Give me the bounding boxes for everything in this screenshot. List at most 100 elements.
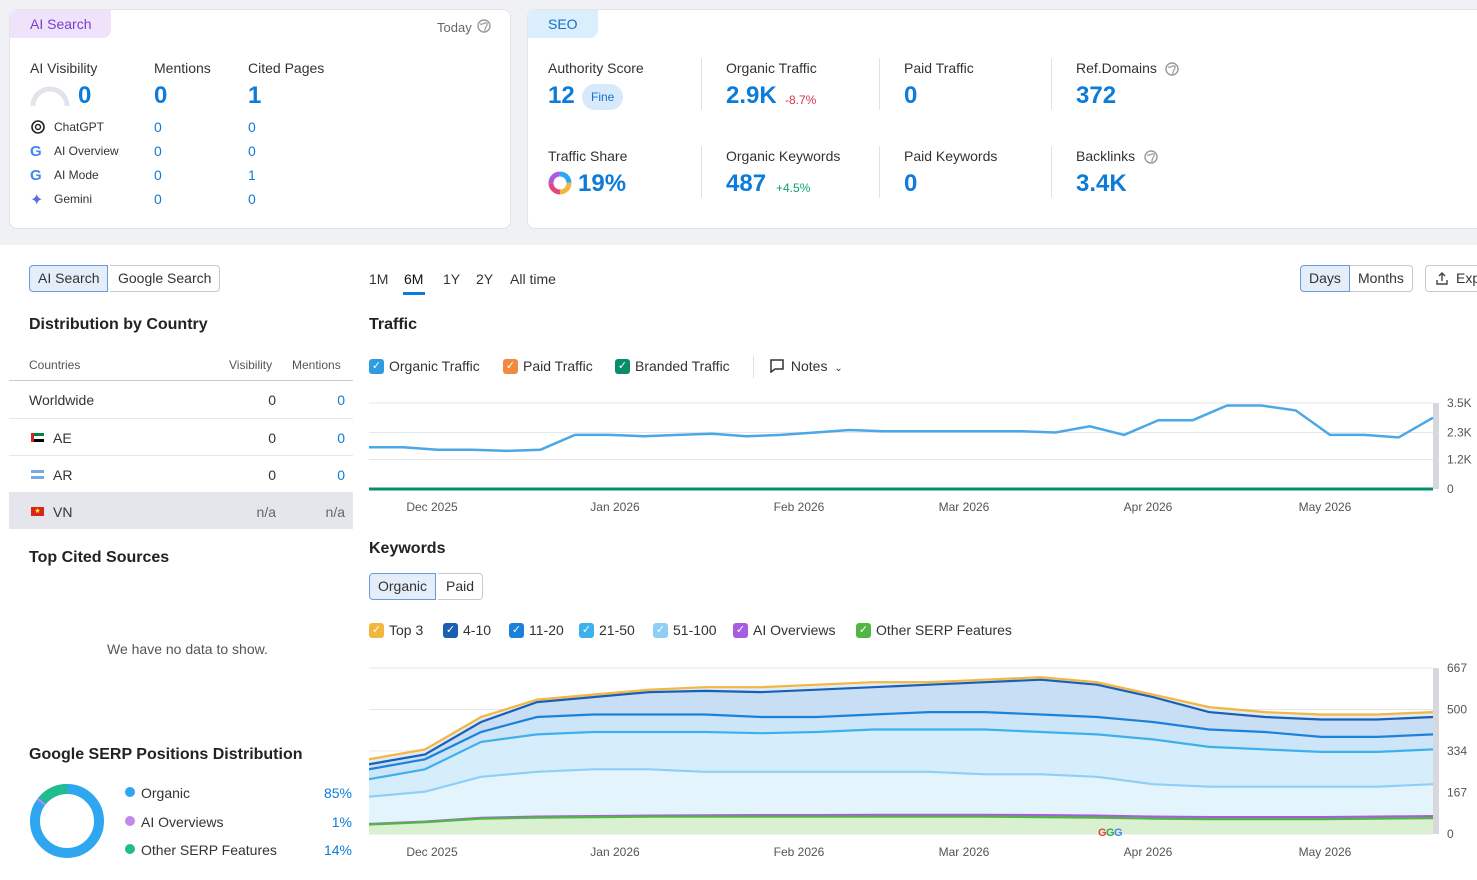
country-name: VN	[53, 504, 73, 520]
traffic-share-donut-icon	[548, 171, 572, 195]
ai-search-toggle[interactable]: AI Search	[29, 265, 109, 292]
legend-label: 4-10	[463, 622, 492, 638]
globe-icon	[1144, 150, 1158, 164]
legend-label: Top 3	[389, 622, 424, 638]
organic-keywords-value[interactable]: 487	[726, 170, 767, 197]
authority-score-value[interactable]: 12	[548, 82, 575, 109]
ai-search-card: AI Search Today AI Visibility Mentions C…	[9, 9, 511, 229]
country-mentions[interactable]: 0	[337, 430, 345, 446]
country-row-selected[interactable]: ★ VN n/a n/a	[9, 492, 353, 529]
cited-pages-value[interactable]: 1	[248, 82, 262, 109]
traffic-chart: 0 1.2K 2.3K 3.5K Dec 2025 Jan 2026 Feb 2026 Mar…	[369, 396, 1472, 514]
backlinks-value[interactable]: 3.4K	[1076, 170, 1127, 197]
divider	[879, 146, 880, 198]
ai-row-mentions[interactable]: 0	[154, 191, 162, 207]
date-label: Today	[437, 20, 472, 35]
checkbox-icon: ✓	[369, 623, 384, 638]
organic-toggle[interactable]: Organic	[369, 573, 437, 600]
scroll-handle	[1433, 403, 1439, 489]
notes-label: Notes	[790, 358, 828, 374]
legend-keyword-5[interactable]: ✓ AI Overviews	[733, 622, 835, 638]
serp-legend-label: AI Overviews	[141, 814, 224, 830]
country-row[interactable]: Worldwide 0 0	[9, 381, 353, 418]
google-search-toggle[interactable]: Google Search	[110, 265, 221, 292]
divider	[1051, 146, 1052, 198]
keywords-chart: 0 167 334 500 667 Dec 2025 Jan 2026 Feb 2026 Mar…	[369, 661, 1467, 859]
legend-dot	[125, 844, 135, 854]
organic-traffic-value[interactable]: 2.9K	[726, 82, 777, 109]
legend-label: Branded Traffic	[635, 358, 730, 374]
series-line-2	[369, 710, 1434, 771]
legend-organic-traffic[interactable]: ✓ Organic Traffic	[369, 358, 480, 374]
col-countries: Countries	[29, 358, 81, 372]
authority-score-label: Authority Score	[548, 60, 644, 76]
country-visibility: 0	[268, 392, 276, 408]
google-icon: G	[30, 143, 42, 160]
ai-row-cited[interactable]: 0	[248, 143, 256, 159]
period-all-time[interactable]: All time	[510, 271, 556, 287]
paid-toggle[interactable]: Paid	[438, 573, 484, 600]
country-mentions[interactable]: 0	[337, 467, 345, 483]
days-toggle[interactable]: Days	[1300, 265, 1350, 292]
legend-label: Organic Traffic	[389, 358, 480, 374]
series-line-1	[369, 678, 1434, 766]
ai-row-label: AI Mode	[54, 168, 99, 182]
legend-paid-traffic[interactable]: ✓ Paid Traffic	[503, 358, 593, 374]
globe-icon	[477, 19, 491, 33]
legend-branded-traffic[interactable]: ✓ Branded Traffic	[615, 358, 730, 374]
notes-dropdown[interactable]: Notes ⌄	[770, 358, 843, 374]
legend-keyword-3[interactable]: ✓ 21-50	[579, 622, 635, 638]
flag-ae-icon	[31, 433, 44, 442]
mentions-label: Mentions	[154, 60, 211, 76]
ai-visibility-value[interactable]: 0	[78, 82, 92, 109]
ai-row-label: ChatGPT	[54, 120, 105, 134]
legend-keyword-1[interactable]: ✓ 4-10	[443, 622, 491, 638]
mentions-value[interactable]: 0	[154, 82, 168, 109]
legend-keyword-0[interactable]: ✓ Top 3	[369, 622, 423, 638]
period-1m[interactable]: 1M	[369, 271, 389, 287]
country-mentions[interactable]: 0	[337, 392, 345, 408]
legend-dot	[125, 816, 135, 826]
legend-keyword-6[interactable]: ✓ Other SERP Features	[856, 622, 1012, 638]
visibility-gauge	[30, 86, 70, 107]
legend-label: Other SERP Features	[876, 622, 1012, 638]
checkbox-icon: ✓	[369, 359, 384, 374]
checkbox-icon: ✓	[615, 359, 630, 374]
x-tick-label: Apr 2026	[1124, 500, 1173, 514]
traffic-share-value[interactable]: 19%	[578, 170, 627, 197]
ai-row-label: AI Overview	[54, 144, 119, 158]
authority-badge: Fine	[582, 84, 624, 110]
y-tick-label: 0	[1447, 482, 1454, 496]
country-visibility: 0	[268, 430, 276, 446]
divider	[701, 58, 702, 110]
divider	[701, 146, 702, 198]
x-tick-label: Mar 2026	[939, 845, 990, 859]
series-line-0	[369, 676, 1434, 761]
country-row[interactable]: AE 0 0	[9, 418, 353, 455]
legend-keyword-2[interactable]: ✓ 11-20	[509, 622, 564, 638]
distribution-title: Distribution by Country	[29, 316, 208, 333]
y-tick-label: 2.3K	[1447, 425, 1472, 439]
paid-traffic-value[interactable]: 0	[904, 82, 918, 109]
country-visibility: n/a	[256, 504, 276, 520]
ai-row-cited[interactable]: 0	[248, 191, 256, 207]
period-6m[interactable]: 6M	[404, 271, 424, 287]
series-line-6	[369, 815, 1434, 826]
country-row[interactable]: AR 0 0	[9, 455, 353, 492]
x-tick-label: May 2026	[1299, 845, 1352, 859]
ai-row-mentions[interactable]: 0	[154, 143, 162, 159]
ai-row-cited[interactable]: 1	[248, 167, 256, 183]
x-tick-label: Dec 2025	[406, 845, 458, 859]
months-toggle[interactable]: Months	[1350, 265, 1413, 292]
ai-row-cited[interactable]: 0	[248, 119, 256, 135]
export-button[interactable]: Exp	[1425, 265, 1477, 292]
period-2y[interactable]: 2Y	[476, 271, 494, 287]
period-1y[interactable]: 1Y	[443, 271, 461, 287]
paid-keywords-value[interactable]: 0	[904, 170, 918, 197]
serp-legend-value: 1%	[331, 814, 352, 830]
ref-domains-value[interactable]: 372	[1076, 82, 1117, 109]
google-icon: G	[1114, 827, 1123, 839]
ai-row-mentions[interactable]: 0	[154, 167, 162, 183]
legend-keyword-4[interactable]: ✓ 51-100	[653, 622, 717, 638]
ai-row-mentions[interactable]: 0	[154, 119, 162, 135]
